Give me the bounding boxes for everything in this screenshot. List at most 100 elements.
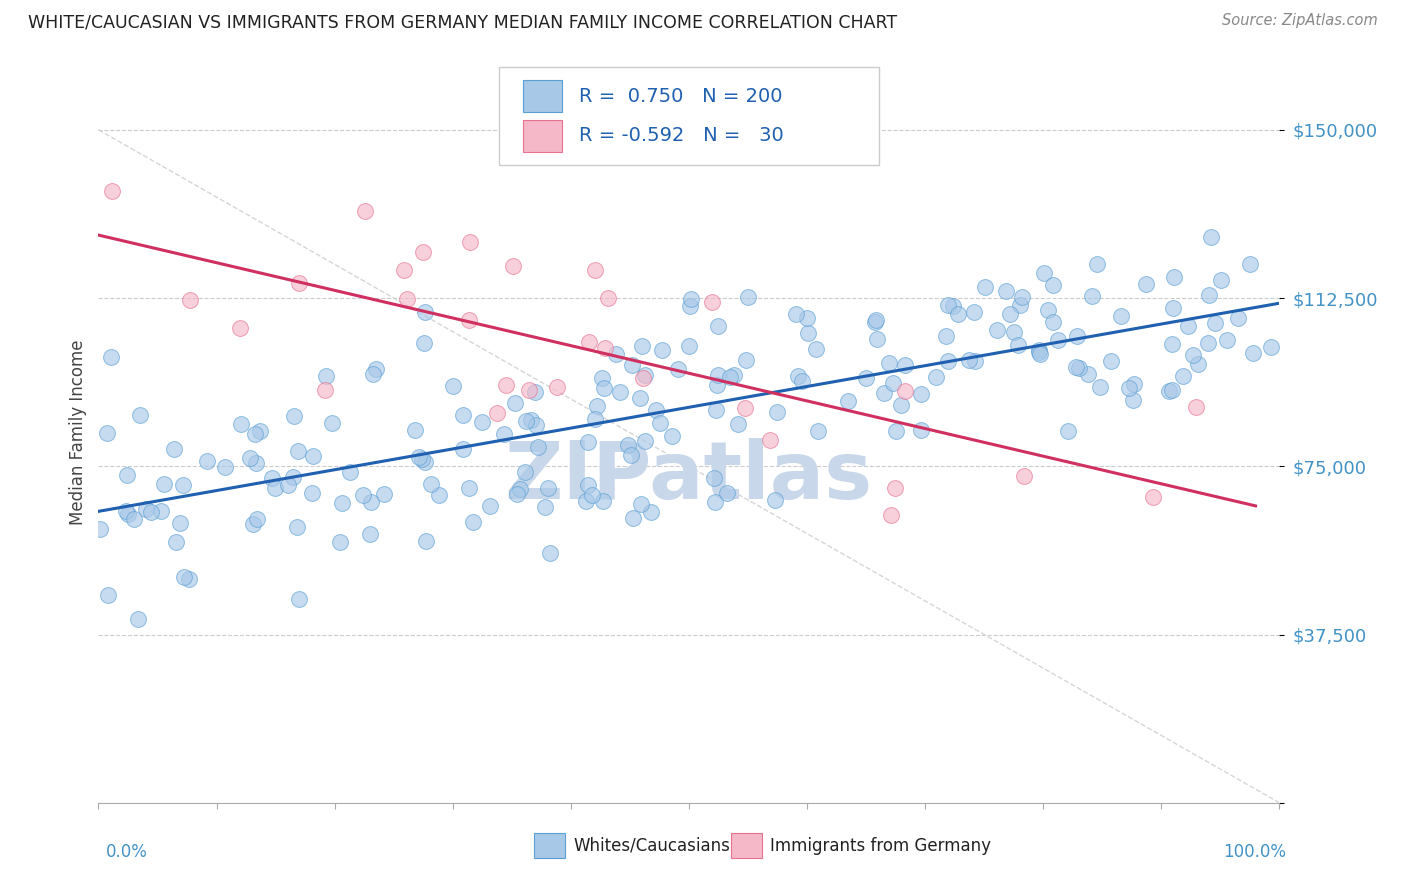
Point — [1008, 298, 1031, 312]
Point — [575, 494, 598, 508]
Point — [666, 361, 689, 376]
Point — [1209, 273, 1232, 287]
Point — [1007, 338, 1029, 352]
Point — [628, 391, 651, 405]
Point — [716, 486, 738, 500]
Point — [408, 450, 430, 465]
Point — [948, 306, 970, 320]
Point — [651, 343, 673, 357]
Point — [998, 307, 1021, 321]
Point — [301, 450, 323, 464]
Point — [634, 368, 657, 383]
Point — [640, 505, 662, 519]
Point — [703, 471, 725, 485]
Point — [287, 444, 309, 458]
Point — [314, 383, 336, 397]
Point — [505, 396, 527, 410]
Point — [97, 589, 120, 603]
Point — [415, 533, 437, 548]
Point — [963, 354, 986, 368]
Point — [150, 504, 173, 518]
Point — [478, 499, 501, 513]
Point — [457, 313, 479, 327]
Point — [678, 339, 700, 353]
Point — [1163, 269, 1185, 284]
Point — [995, 284, 1018, 298]
Point — [321, 416, 343, 430]
Point — [884, 482, 907, 496]
Point — [894, 358, 917, 372]
Point — [1057, 425, 1080, 439]
Point — [1216, 333, 1239, 347]
Point — [806, 342, 828, 356]
Point — [115, 468, 138, 483]
Point — [361, 367, 384, 381]
Point — [1090, 380, 1112, 394]
Point — [353, 203, 375, 218]
Text: ZIPatlas: ZIPatlas — [505, 438, 873, 516]
Point — [360, 495, 382, 509]
Point — [1036, 302, 1059, 317]
Point — [879, 508, 901, 522]
Point — [592, 494, 614, 508]
Point — [494, 426, 516, 441]
Point — [169, 516, 191, 530]
Point — [1042, 315, 1064, 329]
Point — [339, 465, 361, 479]
Point — [515, 414, 537, 428]
Point — [394, 263, 416, 277]
Point — [727, 417, 749, 431]
Point — [986, 323, 1008, 337]
Point — [621, 511, 644, 525]
Point — [495, 378, 517, 392]
Point — [458, 235, 481, 250]
Text: WHITE/CAUCASIAN VS IMMIGRANTS FROM GERMANY MEDIAN FAMILY INCOME CORRELATION CHAR: WHITE/CAUCASIAN VS IMMIGRANTS FROM GERMA… — [28, 13, 897, 31]
Point — [285, 520, 308, 534]
Point — [1142, 490, 1164, 504]
Point — [1081, 289, 1104, 303]
Point — [1066, 329, 1088, 343]
Point — [957, 353, 980, 368]
Point — [766, 405, 789, 419]
Point — [578, 477, 600, 491]
Point — [578, 334, 600, 349]
Point — [301, 486, 323, 500]
Point — [796, 326, 818, 340]
Point — [96, 425, 118, 440]
Point — [790, 375, 813, 389]
Point — [865, 312, 887, 326]
Text: 100.0%: 100.0% — [1223, 843, 1286, 861]
Point — [1161, 337, 1184, 351]
Point — [1042, 278, 1064, 293]
Point — [101, 184, 124, 198]
Point — [702, 295, 724, 310]
Point — [404, 423, 426, 437]
Point — [546, 379, 568, 393]
Point — [723, 368, 745, 383]
Point — [734, 401, 756, 415]
Point — [718, 370, 741, 384]
Point — [1085, 256, 1108, 270]
Point — [759, 433, 782, 447]
Point — [517, 383, 540, 397]
Point — [513, 465, 536, 479]
Point — [197, 454, 219, 468]
Point — [877, 356, 900, 370]
Point — [630, 497, 652, 511]
Point — [330, 496, 353, 510]
Point — [925, 370, 948, 384]
Point — [873, 386, 896, 401]
Point — [177, 572, 200, 586]
Point — [1181, 348, 1204, 362]
Point — [262, 471, 284, 485]
Point — [141, 505, 163, 519]
Text: Whites/Caucasians: Whites/Caucasians — [574, 837, 731, 855]
Point — [621, 358, 644, 372]
Point — [245, 456, 267, 470]
Point — [583, 263, 606, 277]
Point — [534, 500, 557, 515]
Point — [581, 488, 603, 502]
Point — [288, 276, 311, 290]
Point — [1066, 360, 1088, 375]
Point — [1122, 377, 1144, 392]
